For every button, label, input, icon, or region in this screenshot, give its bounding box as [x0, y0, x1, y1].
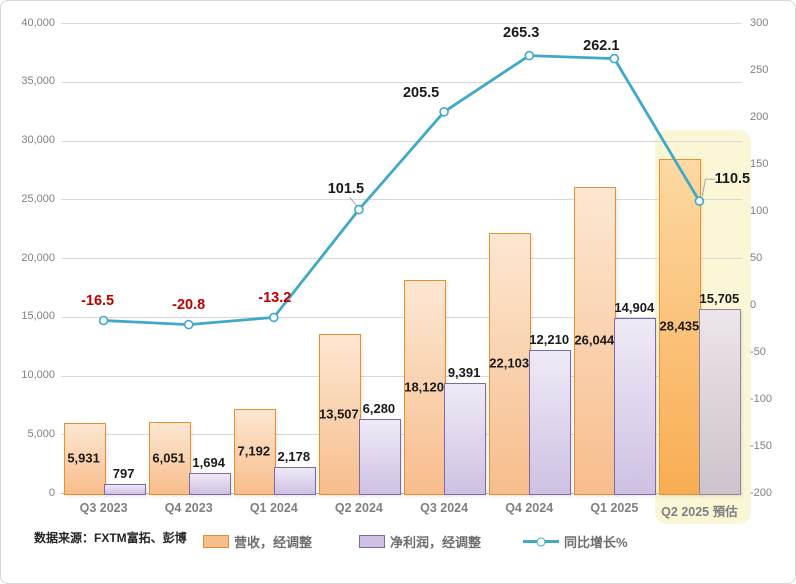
- yoy-growth-value: -16.5: [81, 292, 115, 309]
- category-axis-label: Q2 2025 預估: [661, 505, 738, 519]
- yoy-growth-value: 110.5: [714, 171, 751, 188]
- net-profit-legend-label: 净利润，经调整: [390, 535, 482, 550]
- revenue-bar: [63, 423, 106, 495]
- yoy-growth-value: 265.3: [503, 24, 540, 41]
- net-profit-bar: [444, 382, 487, 495]
- gridline: [61, 375, 742, 377]
- revenue-bar-value: 5,931: [67, 450, 100, 466]
- category-axis-label: Q3 2024: [420, 501, 469, 515]
- net-profit-bar: [529, 349, 572, 495]
- net-profit-bar: [358, 419, 401, 495]
- legend-item-revenue: 营收，经调整: [203, 532, 312, 551]
- net-profit-bar-value: 9,391: [447, 364, 481, 380]
- right-axis-tick-label: 250: [750, 63, 769, 76]
- right-axis-tick-label: 200: [750, 110, 769, 123]
- left-axis-tick-label: 40,000: [21, 16, 55, 29]
- net-profit-bar-value: 2,178: [277, 449, 311, 465]
- revenue-bar-value: 6,051: [152, 450, 185, 465]
- net-profit-legend-swatch: [359, 535, 385, 548]
- yoy-growth-legend-swatch: [523, 537, 559, 546]
- net-profit-bar: [103, 483, 146, 495]
- yoy-growth-legend-marker-icon: [536, 537, 546, 546]
- category-axis-label: Q3 2023: [79, 501, 128, 515]
- legend-item-yoy-growth: 同比增长%: [523, 532, 628, 551]
- net-profit-bar-value: 15,705: [699, 290, 740, 306]
- revenue-legend-swatch: [203, 535, 229, 548]
- right-axis-tick-label: -150: [750, 439, 773, 452]
- category-axis-label: Q4 2024: [505, 501, 554, 515]
- net-profit-bar: [273, 467, 316, 495]
- net-profit-bar-value: 797: [112, 465, 135, 481]
- revenue-bar: [148, 421, 191, 495]
- yoy-growth-value: 205.5: [402, 84, 440, 101]
- right-axis-tick-label: 50: [750, 251, 763, 264]
- left-axis-tick-label: 25,000: [21, 192, 55, 205]
- revenue-bar-value: 26,044: [574, 332, 615, 348]
- category-axis-label: Q1 2025: [590, 501, 639, 515]
- net-profit-bar-value: 6,280: [362, 401, 396, 417]
- net-profit-bar: [188, 473, 231, 495]
- revenue-bar-value: 22,103: [489, 355, 530, 371]
- right-axis-tick-label: 100: [750, 204, 769, 217]
- gridline: [61, 493, 742, 494]
- left-axis-tick-label: 10,000: [21, 369, 55, 381]
- net-profit-bar-value: 1,694: [192, 455, 225, 471]
- gridline: [61, 140, 742, 142]
- revenue-bar: [318, 334, 361, 495]
- data-source-note: 数据来源：FXTM富拓、彭博: [34, 531, 187, 545]
- right-axis-tick-label: 0: [750, 298, 757, 311]
- right-axis-tick-label: -100: [750, 392, 773, 405]
- right-axis-tick-label: 300: [750, 16, 769, 29]
- revenue-bar: [233, 408, 276, 495]
- yoy-growth-value: 262.1: [583, 37, 620, 54]
- gridline: [61, 434, 742, 436]
- category-axis-label: Q2 2024: [334, 501, 383, 515]
- left-axis-tick-label: 15,000: [21, 310, 55, 323]
- gridline: [61, 258, 742, 259]
- right-axis-tick-label: -200: [750, 486, 773, 499]
- category-axis-label: Q4 2023: [164, 501, 213, 515]
- revenue-bar-value: 7,192: [237, 443, 271, 459]
- yoy-growth-value: -13.2: [258, 290, 292, 307]
- yoy-growth-value: 101.5: [327, 180, 365, 197]
- left-axis-tick-label: 30,000: [21, 134, 55, 146]
- left-axis-tick-label: 35,000: [21, 75, 55, 88]
- left-axis-tick-label: 0: [48, 486, 55, 499]
- net-profit-bar-value: 14,904: [614, 299, 655, 315]
- revenue-bar-value: 13,507: [319, 406, 359, 422]
- right-axis-tick-label: -50: [750, 345, 766, 358]
- revenue-legend-label: 营收，经调整: [234, 535, 313, 550]
- net-profit-bar: [614, 317, 657, 495]
- left-axis-tick-label: 5,000: [27, 427, 55, 440]
- revenue-bar-value: 28,435: [659, 318, 700, 334]
- net-profit-bar-value: 12,210: [529, 331, 570, 347]
- yoy-growth-value: -20.8: [172, 296, 206, 313]
- revenue-bar-value: 18,120: [404, 379, 444, 394]
- yoy-growth-legend-label: 同比增长%: [564, 535, 628, 550]
- right-axis-tick-label: 150: [750, 157, 769, 170]
- category-axis-label: Q1 2024: [249, 501, 298, 515]
- left-axis-tick-label: 20,000: [21, 251, 55, 264]
- legend-item-net-profit: 净利润，经调整: [359, 532, 481, 551]
- gridline: [61, 199, 742, 201]
- gridline: [61, 81, 742, 83]
- net-profit-bar: [699, 308, 742, 495]
- gridline: [61, 23, 742, 24]
